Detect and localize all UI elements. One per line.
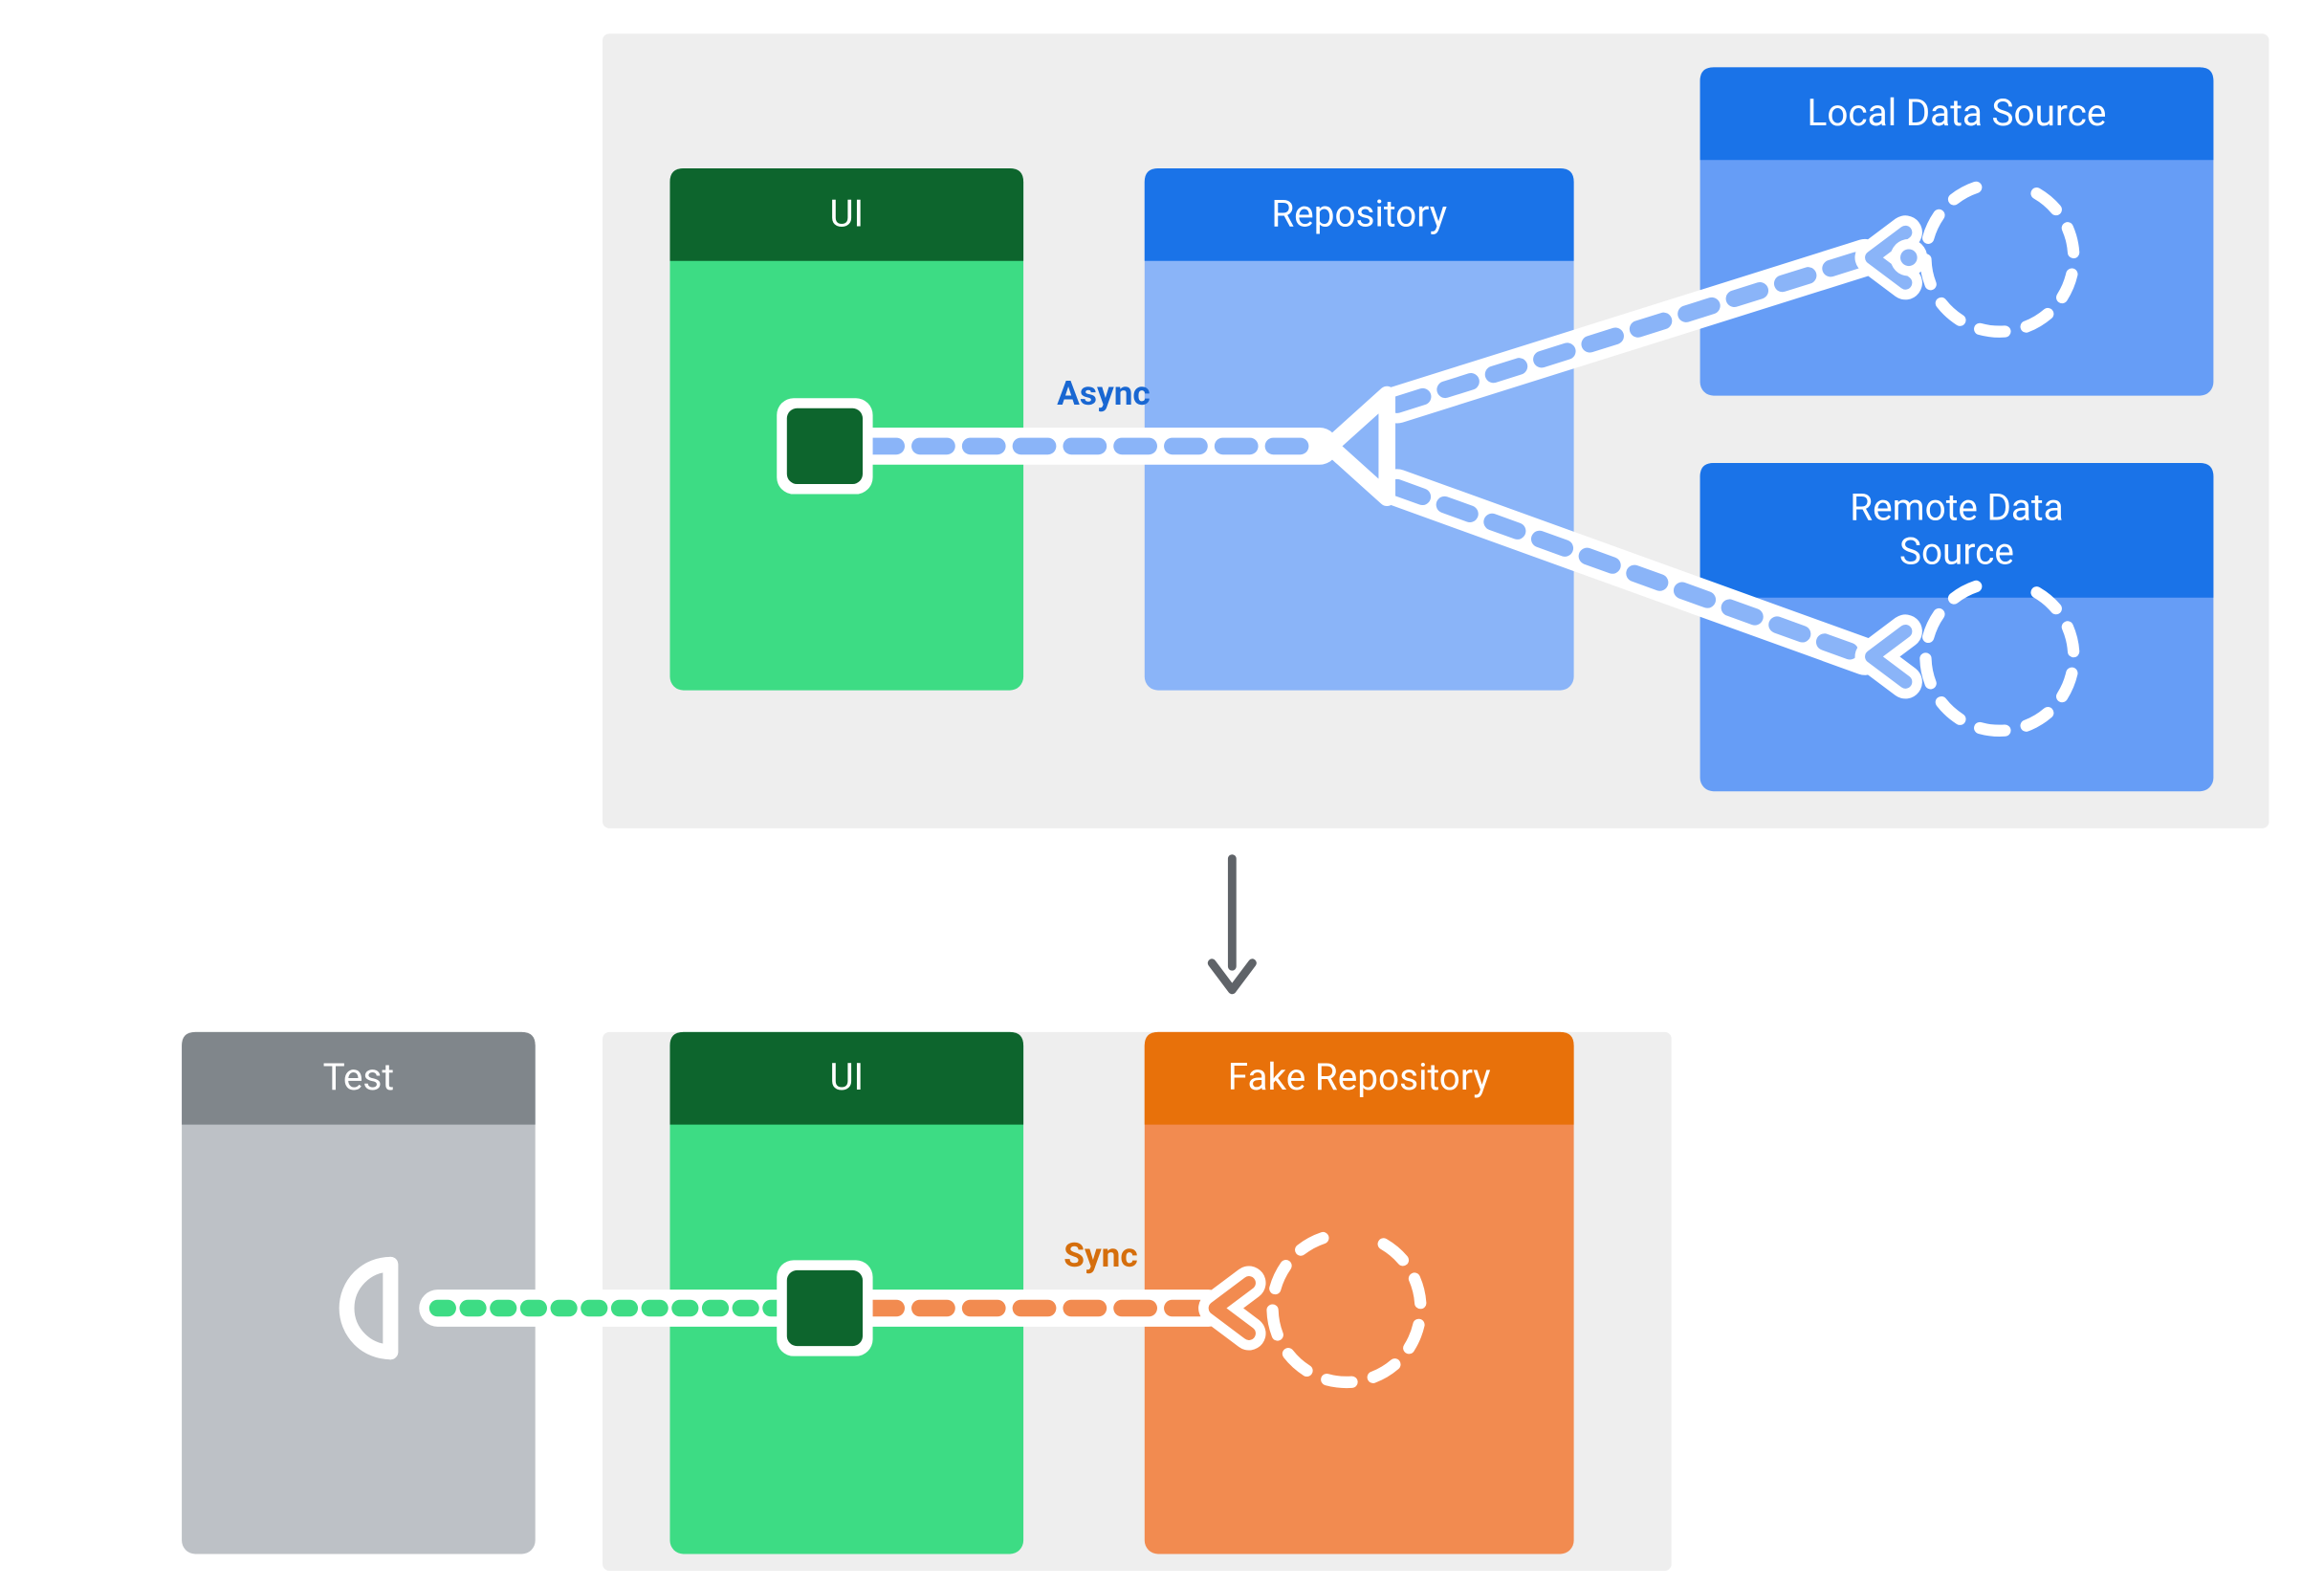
label-async: Async <box>1057 373 1151 413</box>
provided-port-ui2-icon <box>787 1270 863 1346</box>
box-ui2-label: UI <box>829 1056 864 1099</box>
diagram-root: UI Repository Local Data Source Remote Data… <box>0 0 2324 1586</box>
box-test-label: Test <box>323 1056 394 1099</box>
box-remote-label-2: Source <box>1899 530 2014 573</box>
box-fake-label: Fake Repository <box>1228 1056 1491 1099</box>
box-local: Local Data Source <box>1700 67 2214 395</box>
box-local-label: Local Data Source <box>1808 92 2107 135</box>
provided-port-ui1-icon <box>787 408 863 484</box>
box-repo-label: Repository <box>1271 192 1447 235</box>
box-remote-label: Remote Data <box>1850 486 2063 529</box>
label-sync: Sync <box>1063 1235 1137 1275</box>
box-ui1-label: UI <box>829 192 864 235</box>
